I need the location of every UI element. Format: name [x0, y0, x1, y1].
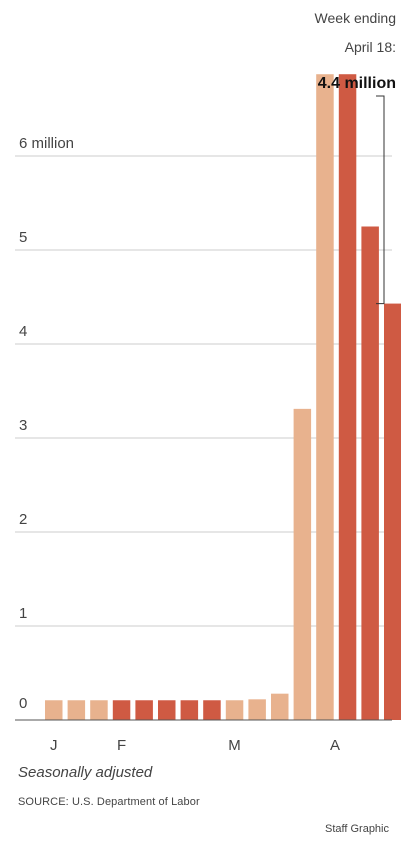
y-tick-label: 1 [19, 605, 27, 622]
bar [67, 700, 86, 720]
bars [45, 74, 401, 721]
x-tick-label: M [228, 737, 241, 754]
annotation-line-2: April 18: [345, 39, 396, 55]
bar [271, 693, 289, 720]
seasonally-adjusted-note: Seasonally adjusted [18, 764, 153, 781]
y-tick-label: 3 [19, 417, 27, 434]
y-tick-label: 4 [19, 323, 27, 340]
bar [180, 700, 199, 720]
bar [316, 74, 334, 721]
bar [338, 74, 357, 721]
bar [225, 700, 244, 720]
annotation-leader-line [376, 95, 385, 305]
x-tick-label: F [117, 737, 126, 754]
gridlines [15, 155, 392, 721]
y-tick-label: 6 million [19, 135, 74, 152]
bar [293, 408, 312, 720]
bar [203, 700, 221, 720]
bar [384, 303, 401, 720]
annotation-value: 4.4 million [318, 75, 396, 92]
bar [361, 226, 379, 720]
bar [112, 700, 131, 720]
credit-text: Staff Graphic [325, 823, 389, 835]
bar [90, 700, 108, 720]
bar [248, 699, 266, 720]
y-tick-label: 5 [19, 229, 27, 246]
y-tick-label: 2 [19, 511, 27, 528]
source-text: SOURCE: U.S. Department of Labor [18, 796, 200, 808]
bar-chart: 0 1 2 3 4 5 6 million J F M A Week ending April 1… [15, 10, 401, 754]
annotation: Week ending April 18: 4.4 million [315, 10, 396, 305]
annotation-line-1: Week ending [315, 10, 396, 26]
x-tick-label: J [50, 737, 58, 754]
bar [45, 700, 63, 720]
bar [135, 700, 153, 720]
bar [158, 700, 176, 720]
y-tick-label: 0 [19, 695, 27, 712]
y-axis-labels: 0 1 2 3 4 5 6 million [19, 135, 74, 712]
x-tick-label: A [330, 737, 340, 754]
